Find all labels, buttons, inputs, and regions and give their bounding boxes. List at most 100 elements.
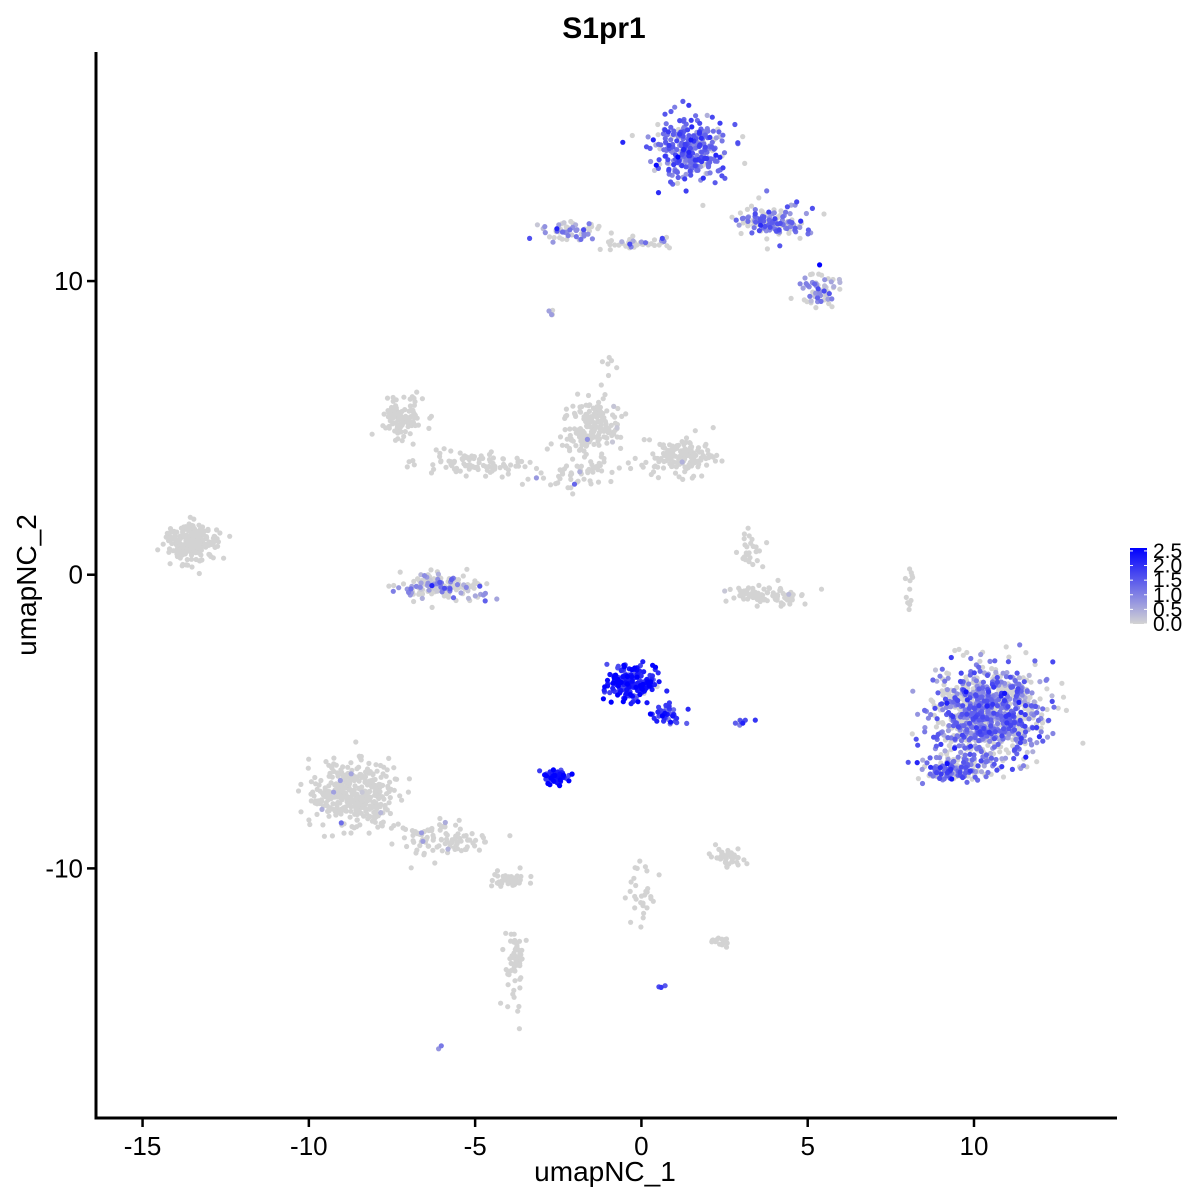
cell-point xyxy=(505,1004,511,1010)
cell-point xyxy=(430,832,436,838)
cell-point xyxy=(776,227,782,233)
cell-point xyxy=(374,768,380,774)
cell-point xyxy=(338,820,344,826)
cell-point xyxy=(984,703,990,709)
cell-point xyxy=(356,753,362,759)
cell-point xyxy=(420,838,426,844)
cell-point xyxy=(713,152,719,158)
cell-point xyxy=(471,464,478,470)
cell-point xyxy=(978,769,985,775)
cell-point xyxy=(750,561,756,568)
cell-point xyxy=(933,724,940,730)
cell-point xyxy=(386,800,392,806)
cell-point xyxy=(527,880,534,886)
cell-point xyxy=(632,905,638,911)
cell-point xyxy=(1018,735,1024,742)
cell-point xyxy=(333,781,339,787)
cell-point xyxy=(977,658,983,664)
cell-point xyxy=(450,595,457,601)
cell-point xyxy=(702,144,708,150)
cell-point xyxy=(395,821,401,827)
cell-point xyxy=(814,295,821,301)
cell-point xyxy=(634,865,640,872)
cell-point xyxy=(214,527,220,533)
cell-point xyxy=(377,762,384,769)
cell-point xyxy=(410,832,416,839)
cell-point xyxy=(359,789,365,795)
cell-point xyxy=(666,166,672,172)
cell-point xyxy=(472,843,478,849)
cell-point xyxy=(565,485,571,491)
cell-point xyxy=(344,795,350,801)
cell-point xyxy=(386,425,392,431)
cell-point xyxy=(608,699,614,705)
cell-point xyxy=(428,826,434,833)
cell-point xyxy=(825,296,831,302)
cell-point xyxy=(310,789,316,795)
cell-point xyxy=(196,558,202,564)
cell-point xyxy=(628,879,634,885)
cell-point xyxy=(630,233,636,239)
cell-point xyxy=(627,241,633,247)
cell-point xyxy=(932,705,938,711)
cell-point xyxy=(337,777,343,784)
cell-point xyxy=(480,455,486,461)
x-tick-label: -15 xyxy=(124,1131,162,1161)
cell-point xyxy=(196,522,202,528)
cell-point xyxy=(562,427,568,433)
cell-point xyxy=(691,473,697,479)
cell-point xyxy=(685,127,691,133)
cell-point xyxy=(939,666,945,672)
cell-point xyxy=(401,394,407,400)
cell-point xyxy=(527,235,533,241)
cell-point xyxy=(512,978,518,984)
cell-point xyxy=(447,586,453,592)
cell-point xyxy=(372,810,378,816)
cell-point xyxy=(1002,690,1008,697)
cell-point xyxy=(476,847,482,853)
cell-point xyxy=(334,770,340,776)
cell-point xyxy=(573,234,579,240)
cell-point xyxy=(721,150,728,156)
cell-point xyxy=(737,210,744,216)
cell-point xyxy=(799,592,805,598)
cell-point xyxy=(1022,712,1028,718)
cell-point xyxy=(919,766,925,773)
cell-point xyxy=(460,573,466,579)
cell-point xyxy=(978,758,984,764)
cell-point xyxy=(980,664,986,670)
cell-point xyxy=(931,734,937,740)
cell-point xyxy=(664,688,670,694)
cell-point xyxy=(372,819,378,825)
cell-point xyxy=(620,139,626,145)
cell-point xyxy=(973,692,979,698)
cell-point xyxy=(682,464,688,470)
cell-point xyxy=(976,703,982,709)
cell-point xyxy=(949,776,955,782)
cell-point xyxy=(513,945,519,952)
cell-point xyxy=(1030,725,1036,731)
cell-point xyxy=(831,284,837,290)
cell-point xyxy=(306,756,312,762)
cell-point xyxy=(417,584,423,590)
cell-point xyxy=(988,723,994,729)
cell-point xyxy=(517,985,523,991)
cell-point xyxy=(480,835,486,841)
cell-point xyxy=(653,162,659,168)
cell-point xyxy=(510,877,517,883)
cell-point xyxy=(817,262,823,268)
cell-point xyxy=(598,382,604,388)
cell-point xyxy=(939,688,945,694)
cell-point xyxy=(683,435,690,441)
cell-point xyxy=(983,752,990,758)
cell-point xyxy=(972,774,978,780)
cell-point xyxy=(406,408,412,414)
cell-point xyxy=(430,837,436,843)
cell-point xyxy=(1043,677,1049,683)
cell-point xyxy=(319,806,325,813)
cell-point xyxy=(1022,729,1029,735)
cell-point xyxy=(732,121,738,128)
cell-point xyxy=(443,464,449,470)
cell-point xyxy=(937,673,943,679)
legend-break-label: 2.0 xyxy=(1153,555,1182,578)
